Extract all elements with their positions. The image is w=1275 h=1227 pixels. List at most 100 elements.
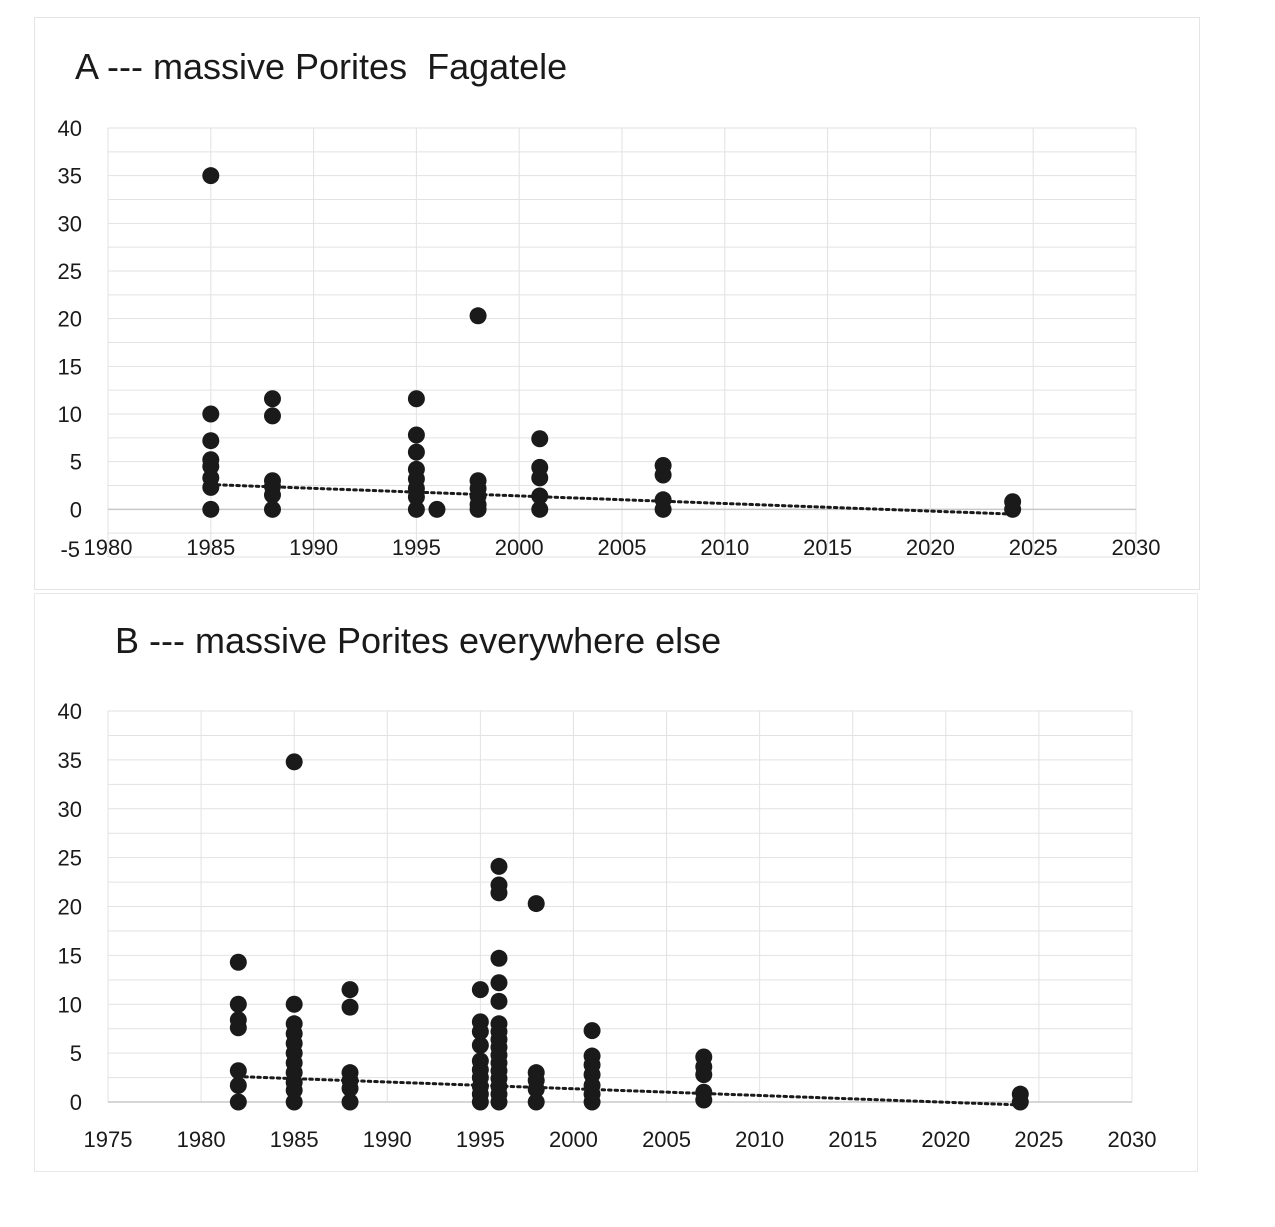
y-tick-label: 15 <box>58 354 82 379</box>
y-tick-label: 20 <box>58 307 82 332</box>
x-tick-label: 2005 <box>642 1127 691 1152</box>
data-point <box>407 488 425 506</box>
data-point <box>229 1093 247 1111</box>
data-point <box>407 426 425 444</box>
data-point <box>202 500 220 518</box>
data-point <box>428 500 446 518</box>
data-point <box>407 500 425 518</box>
data-point <box>341 998 359 1016</box>
data-point <box>202 167 220 185</box>
x-tick-label: 2030 <box>1112 535 1161 560</box>
y-tick-label: 0 <box>70 1090 82 1115</box>
data-point <box>407 390 425 408</box>
chart-title-b: B --- massive Porites everywhere else <box>115 620 722 661</box>
data-point <box>695 1091 713 1109</box>
data-point <box>407 443 425 461</box>
x-tick-label: 2000 <box>495 535 544 560</box>
y-tick-label: 5 <box>70 1041 82 1066</box>
data-point <box>263 486 281 504</box>
data-point <box>490 992 508 1010</box>
trendline <box>236 1075 1022 1107</box>
data-point <box>527 1080 545 1098</box>
x-tick-label: 2020 <box>921 1127 970 1152</box>
chart-panel-a: A --- massive Porites Fagatele <box>34 17 1200 590</box>
y-tick-label: 30 <box>58 211 82 236</box>
x-tick-label: 1990 <box>363 1127 412 1152</box>
data-point <box>490 857 508 875</box>
data-point <box>285 753 303 771</box>
y-tick-label: 5 <box>70 450 82 475</box>
y-tick-label: -5 <box>60 537 80 562</box>
data-point <box>490 974 508 992</box>
data-point <box>263 407 281 425</box>
data-point <box>202 432 220 450</box>
data-point <box>1011 1093 1029 1111</box>
data-point <box>531 500 549 518</box>
y-tick-label: 10 <box>58 992 82 1017</box>
y-tick-label: 40 <box>58 116 82 141</box>
data-point <box>471 1023 489 1041</box>
x-tick-label: 2020 <box>906 535 955 560</box>
x-tick-label: 1995 <box>456 1127 505 1152</box>
chart-title-a: A --- massive Porites Fagatele <box>75 46 568 87</box>
data-point <box>341 1079 359 1097</box>
data-point <box>202 405 220 423</box>
data-point <box>654 466 672 484</box>
x-tick-label: 2005 <box>598 535 647 560</box>
data-point <box>1004 500 1022 518</box>
data-point <box>490 1093 508 1111</box>
data-point <box>263 500 281 518</box>
x-tick-label: 1980 <box>84 535 133 560</box>
data-point <box>471 1036 489 1054</box>
data-point <box>341 981 359 999</box>
y-tick-label: 35 <box>58 164 82 189</box>
data-point <box>285 995 303 1013</box>
x-tick-label: 1980 <box>177 1127 226 1152</box>
y-tick-label: 35 <box>58 748 82 773</box>
x-tick-label: 1995 <box>392 535 441 560</box>
y-tick-label: 0 <box>70 497 82 522</box>
data-point <box>229 1062 247 1080</box>
data-point <box>229 1076 247 1094</box>
data-point <box>527 1093 545 1111</box>
trendline <box>209 483 1015 516</box>
data-point <box>531 469 549 487</box>
x-tick-label: 2015 <box>828 1127 877 1152</box>
data-point <box>469 500 487 518</box>
x-tick-label: 2025 <box>1014 1127 1063 1152</box>
x-tick-label: 2030 <box>1108 1127 1157 1152</box>
data-point <box>583 1093 601 1111</box>
data-point <box>490 884 508 902</box>
data-point <box>341 1093 359 1111</box>
y-tick-label: 10 <box>58 402 82 427</box>
data-point <box>469 307 487 325</box>
x-tick-label: 2025 <box>1009 535 1058 560</box>
y-tick-label: 25 <box>58 259 82 284</box>
data-point <box>263 390 281 408</box>
data-point <box>229 953 247 971</box>
data-point <box>285 1081 303 1099</box>
data-point <box>285 1093 303 1111</box>
data-point <box>229 995 247 1013</box>
y-tick-label: 20 <box>58 895 82 920</box>
x-tick-label: 1990 <box>289 535 338 560</box>
data-point <box>229 1019 247 1037</box>
x-tick-label: 2010 <box>735 1127 784 1152</box>
data-point <box>654 500 672 518</box>
data-point <box>471 981 489 999</box>
data-point <box>471 1093 489 1111</box>
data-point <box>490 949 508 967</box>
x-tick-label: 2015 <box>803 535 852 560</box>
y-tick-label: 40 <box>58 699 82 724</box>
x-tick-label: 1975 <box>84 1127 133 1152</box>
data-point <box>695 1066 713 1084</box>
y-tick-label: 25 <box>58 846 82 871</box>
data-point <box>531 430 549 448</box>
x-tick-label: 1985 <box>186 535 235 560</box>
y-tick-label: 30 <box>58 797 82 822</box>
data-point <box>583 1022 601 1040</box>
data-point <box>527 895 545 913</box>
x-tick-label: 2010 <box>700 535 749 560</box>
y-tick-label: 15 <box>58 943 82 968</box>
